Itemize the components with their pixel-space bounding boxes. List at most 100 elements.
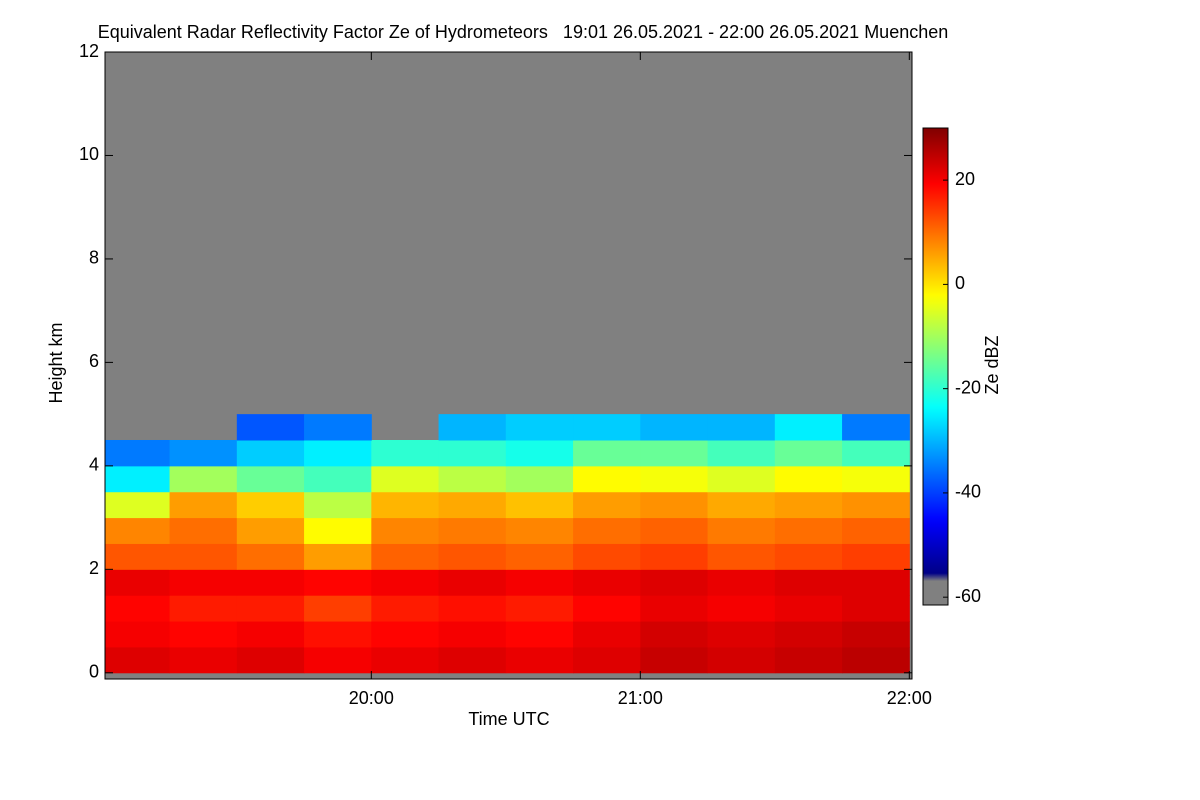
x-tick-label: 20:00 — [349, 688, 394, 708]
y-axis-label: Height km — [46, 322, 66, 403]
y-tick-label: 4 — [89, 455, 99, 475]
heatmap-cell — [304, 621, 372, 648]
heatmap-cell — [169, 491, 238, 519]
heatmap-cell — [774, 491, 843, 519]
heatmap-cell — [640, 414, 709, 441]
heatmap-cell — [105, 465, 171, 493]
heatmap-cell — [707, 414, 776, 441]
heatmap-cell — [371, 595, 440, 622]
heatmap-cell — [438, 517, 507, 544]
colorbar-label: Ze dBZ — [982, 335, 1002, 394]
heatmap-cell — [371, 517, 440, 544]
heatmap-cell — [573, 517, 641, 544]
heatmap-cell — [304, 543, 372, 570]
heatmap-cell — [236, 439, 305, 467]
y-tick-label: 10 — [79, 144, 99, 164]
colorbar-tick-label: -60 — [955, 586, 981, 606]
heatmap-cell — [169, 517, 238, 544]
heatmap-cell — [304, 646, 372, 674]
heatmap-cell — [169, 646, 238, 674]
heatmap-cell — [640, 595, 709, 622]
heatmap-cell — [304, 465, 372, 493]
heatmap-cell — [236, 414, 305, 441]
heatmap-cell — [438, 543, 507, 570]
heatmap-cell — [505, 465, 574, 493]
heatmap-cell — [105, 491, 171, 519]
heatmap-cell — [105, 439, 171, 467]
heatmap-cell — [842, 491, 910, 519]
heatmap-cell — [640, 569, 709, 596]
colorbar-tick-label: 0 — [955, 273, 965, 293]
colorbar-tick-label: 20 — [955, 169, 975, 189]
y-tick-label: 12 — [79, 41, 99, 61]
heatmap-cell — [236, 465, 305, 493]
heatmap-cell — [371, 543, 440, 570]
heatmap-cell — [371, 491, 440, 519]
heatmap-cell — [573, 621, 641, 648]
heatmap-cell — [371, 646, 440, 674]
colorbar-tick-label: -40 — [955, 482, 981, 502]
heatmap-cell — [842, 439, 910, 467]
heatmap-cell — [774, 595, 843, 622]
heatmap-cell — [236, 517, 305, 544]
heatmap-cell — [573, 414, 641, 441]
heatmap-cell — [438, 621, 507, 648]
heatmap-cell — [438, 439, 507, 467]
heatmap-cell — [707, 569, 776, 596]
heatmap-cell — [105, 543, 171, 570]
heatmap-cell — [842, 569, 910, 596]
heatmap-cell — [236, 569, 305, 596]
heatmap-cell — [707, 439, 776, 467]
heatmap-cell — [573, 569, 641, 596]
heatmap-cell — [304, 595, 372, 622]
colorbar-tick-label: -20 — [955, 377, 981, 397]
heatmap-cell — [707, 491, 776, 519]
heatmap-cell — [573, 439, 641, 467]
heatmap-cell — [774, 439, 843, 467]
plot-frame — [104, 51, 913, 680]
heatmap-cell — [304, 414, 372, 441]
heatmap-cell — [774, 646, 843, 674]
heatmap-cell — [505, 517, 574, 544]
heatmap-cell — [169, 439, 238, 467]
heatmap-cell — [842, 621, 910, 648]
heatmap-cell — [707, 595, 776, 622]
heatmap-cell — [774, 465, 843, 493]
heatmap-cell — [774, 414, 843, 441]
heatmap-cell — [640, 465, 709, 493]
heatmap-cell — [236, 646, 305, 674]
x-axis-label: Time UTC — [468, 709, 549, 729]
heatmap-cell — [505, 543, 574, 570]
heatmap-cell — [438, 414, 507, 441]
heatmap-cell — [105, 621, 171, 648]
heatmap-cell — [236, 543, 305, 570]
heatmap-cell — [105, 595, 171, 622]
heatmap-cell — [236, 595, 305, 622]
heatmap-cell — [438, 491, 507, 519]
heatmap-cell — [169, 543, 238, 570]
heatmap-cell — [707, 621, 776, 648]
heatmap-cell — [304, 517, 372, 544]
heatmap-cell — [640, 646, 709, 674]
heatmap-cell — [438, 465, 507, 493]
heatmap-cell — [842, 595, 910, 622]
x-tick-label: 21:00 — [618, 688, 663, 708]
heatmap-cell — [573, 491, 641, 519]
heatmap-cell — [842, 517, 910, 544]
heatmap-cell — [371, 621, 440, 648]
heatmap-cell — [640, 543, 709, 570]
heatmap-cell — [707, 517, 776, 544]
heatmap-cell — [438, 569, 507, 596]
heatmap-cell — [707, 646, 776, 674]
heatmap-cell — [505, 439, 574, 467]
heatmap-cell — [105, 569, 171, 596]
y-tick-label: 2 — [89, 558, 99, 578]
x-tick-label: 22:00 — [887, 688, 932, 708]
heatmap-cell — [505, 595, 574, 622]
heatmap-cell — [371, 569, 440, 596]
heatmap-cell — [371, 439, 440, 467]
heatmap-cell — [774, 569, 843, 596]
heatmap-cell — [105, 646, 171, 674]
heatmap-cell — [573, 646, 641, 674]
